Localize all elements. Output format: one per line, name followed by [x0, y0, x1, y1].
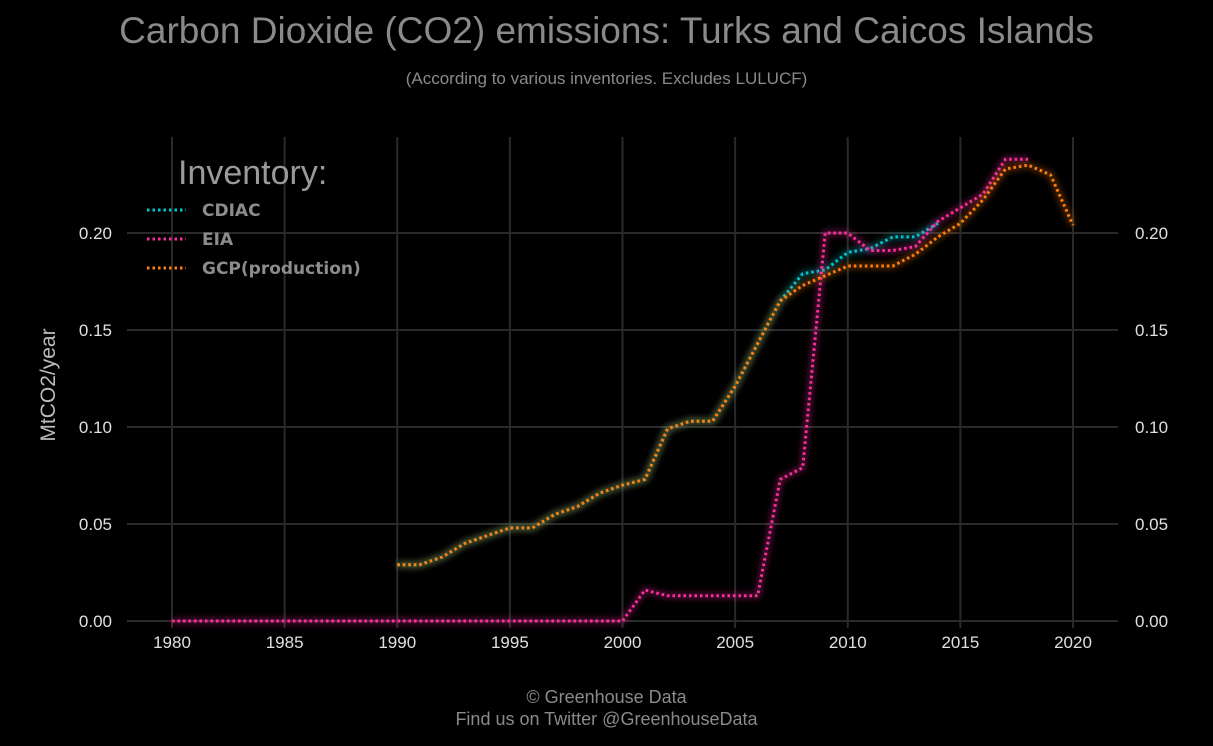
- x-tick-label-2020: 2020: [1054, 633, 1092, 652]
- y-tick-label-left-0.00: 0.00: [79, 612, 112, 631]
- y-tick-label-left-0.05: 0.05: [79, 515, 112, 534]
- footer-twitter: Find us on Twitter @GreenhouseData: [455, 709, 758, 729]
- series-line-0: [397, 222, 939, 567]
- series-glow-0: [397, 220, 940, 569]
- legend-title: Inventory:: [178, 154, 327, 192]
- y-tick-label-left-0.20: 0.20: [79, 224, 112, 243]
- series-line-1: [172, 157, 1028, 623]
- series-layer: [171, 155, 1077, 625]
- x-tick-label-2010: 2010: [829, 633, 867, 652]
- x-tick-label-2015: 2015: [941, 633, 979, 652]
- y-tick-label-right-0.15: 0.15: [1135, 321, 1168, 340]
- footer-copyright: © Greenhouse Data: [526, 687, 687, 707]
- legend-label-1: EIA: [202, 230, 234, 250]
- chart-title: Carbon Dioxide (CO2) emissions: Turks an…: [119, 10, 1094, 51]
- y-tick-label-left-0.15: 0.15: [79, 321, 112, 340]
- x-tick-label-1995: 1995: [491, 633, 529, 652]
- y-tick-label-right-0.20: 0.20: [1135, 224, 1168, 243]
- x-tick-label-1985: 1985: [266, 633, 304, 652]
- chart-subtitle: (According to various inventories. Exclu…: [405, 69, 808, 88]
- x-tick-label-2005: 2005: [716, 633, 754, 652]
- y-axis-label: MtCO2/year: [37, 328, 60, 441]
- y-tick-label-right-0.00: 0.00: [1135, 612, 1168, 631]
- legend-label-2: GCP(production): [202, 259, 361, 279]
- x-tick-label-1980: 1980: [153, 633, 191, 652]
- axes: 1980 1985 1990 1995 2000 2005 2010 2015 2020 0.00…: [37, 224, 1168, 652]
- y-tick-label-right-0.10: 0.10: [1135, 418, 1168, 437]
- y-tick-label-left-0.10: 0.10: [79, 418, 112, 437]
- x-tick-label-1990: 1990: [378, 633, 416, 652]
- legend-label-0: CDIAC: [202, 201, 261, 221]
- legend: Inventory: CDIAC EIA GCP(production): [147, 154, 361, 279]
- series-glow-1: [172, 155, 1028, 625]
- y-tick-label-right-0.05: 0.05: [1135, 515, 1168, 534]
- x-tick-label-2000: 2000: [604, 633, 642, 652]
